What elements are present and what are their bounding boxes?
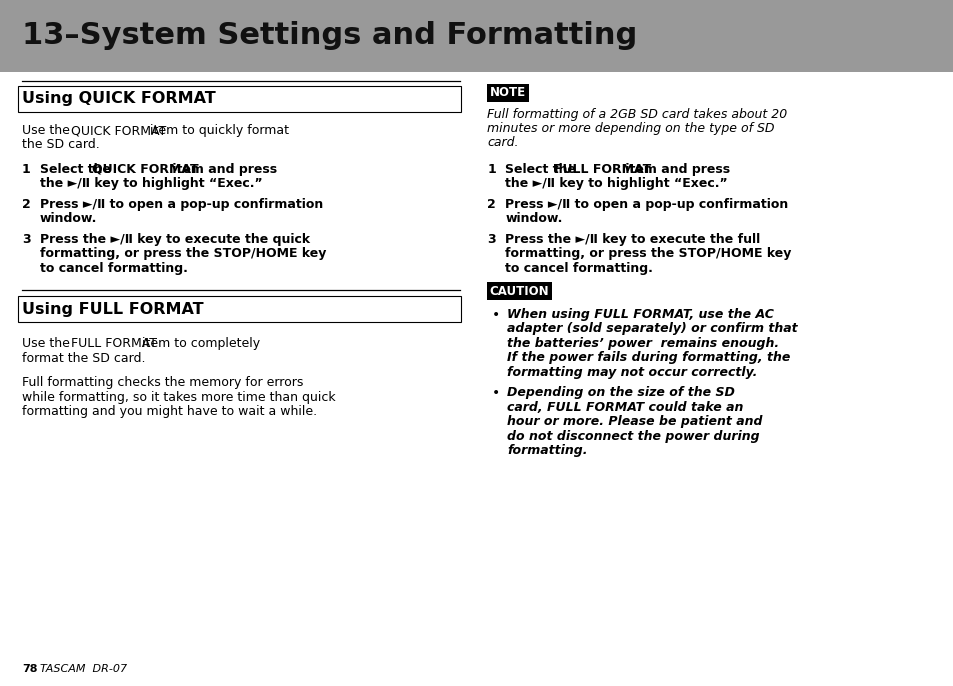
Text: Depending on the size of the SD: Depending on the size of the SD [507, 386, 734, 399]
Bar [18, 86, 460, 112]
Text: Press ►/Ⅱ to open a pop-up confirmation: Press ►/Ⅱ to open a pop-up confirmation [40, 198, 323, 211]
Text: FULL FORMAT: FULL FORMAT [554, 163, 651, 176]
Text: item to quickly format: item to quickly format [146, 124, 288, 137]
Text: hour or more. Please be patient and: hour or more. Please be patient and [507, 416, 761, 429]
Text: minutes or more depending on the type of SD: minutes or more depending on the type of… [487, 122, 774, 135]
Text: Select the: Select the [504, 163, 579, 176]
Text: the batteries’ power  remains enough.: the batteries’ power remains enough. [507, 337, 779, 350]
Text: format the SD card.: format the SD card. [22, 352, 146, 365]
Text: item and press: item and press [620, 163, 729, 176]
Bar [0, 0, 953, 72]
Text: Full formatting of a 2GB SD card takes about 20: Full formatting of a 2GB SD card takes a… [487, 108, 786, 121]
Text: 13–System Settings and Formatting: 13–System Settings and Formatting [22, 21, 637, 51]
Text: 3: 3 [487, 233, 496, 246]
Text: 3: 3 [22, 233, 30, 246]
Text: FULL FORMAT: FULL FORMAT [71, 338, 157, 351]
Text: CAUTION: CAUTION [489, 285, 549, 298]
Text: Full formatting checks the memory for errors: Full formatting checks the memory for er… [22, 377, 303, 390]
Text: When using FULL FORMAT, use the AC: When using FULL FORMAT, use the AC [507, 308, 773, 321]
Text: QUICK FORMAT: QUICK FORMAT [91, 163, 198, 176]
Text: Select the: Select the [40, 163, 115, 176]
Text: 2: 2 [487, 198, 496, 211]
Text: Using QUICK FORMAT: Using QUICK FORMAT [22, 91, 215, 106]
Text: formatting, or press the STOP/HOME key: formatting, or press the STOP/HOME key [504, 248, 791, 261]
Text: the SD card.: the SD card. [22, 139, 100, 152]
Text: adapter (sold separately) or confirm that: adapter (sold separately) or confirm tha… [507, 322, 797, 335]
Text: to cancel formatting.: to cancel formatting. [40, 262, 188, 275]
Bar [487, 283, 552, 300]
Text: window.: window. [40, 213, 97, 226]
Text: If the power fails during formatting, the: If the power fails during formatting, th… [507, 351, 790, 364]
Text: item and press: item and press [168, 163, 276, 176]
Text: while formatting, so it takes more time than quick: while formatting, so it takes more time … [22, 391, 335, 404]
Text: card, FULL FORMAT could take an: card, FULL FORMAT could take an [507, 401, 742, 414]
Text: 78: 78 [22, 664, 37, 674]
Text: the ►/Ⅱ key to highlight “Exec.”: the ►/Ⅱ key to highlight “Exec.” [504, 178, 727, 191]
Text: do not disconnect the power during: do not disconnect the power during [507, 430, 759, 443]
Text: Using FULL FORMAT: Using FULL FORMAT [22, 302, 203, 317]
Text: 2: 2 [22, 198, 30, 211]
Text: Press ►/Ⅱ to open a pop-up confirmation: Press ►/Ⅱ to open a pop-up confirmation [504, 198, 787, 211]
Text: NOTE: NOTE [490, 86, 526, 99]
Text: the ►/Ⅱ key to highlight “Exec.”: the ►/Ⅱ key to highlight “Exec.” [40, 178, 262, 191]
Text: 1: 1 [487, 163, 496, 176]
Text: Press the ►/Ⅱ key to execute the quick: Press the ►/Ⅱ key to execute the quick [40, 233, 310, 246]
Text: to cancel formatting.: to cancel formatting. [504, 262, 652, 275]
Text: formatting may not occur correctly.: formatting may not occur correctly. [507, 366, 757, 379]
Text: 1: 1 [22, 163, 30, 176]
Text: Use the: Use the [22, 124, 73, 137]
Bar [18, 296, 460, 322]
Text: •: • [492, 308, 499, 322]
Text: card.: card. [487, 137, 518, 150]
Text: Press the ►/Ⅱ key to execute the full: Press the ►/Ⅱ key to execute the full [504, 233, 760, 246]
Text: TASCAM  DR-07: TASCAM DR-07 [40, 664, 127, 674]
Text: formatting and you might have to wait a while.: formatting and you might have to wait a … [22, 405, 316, 418]
Bar [487, 84, 529, 102]
Text: formatting.: formatting. [507, 445, 587, 458]
Text: QUICK FORMAT: QUICK FORMAT [71, 124, 166, 137]
Text: •: • [492, 386, 499, 401]
Text: formatting, or press the STOP/HOME key: formatting, or press the STOP/HOME key [40, 248, 326, 261]
Text: item to completely: item to completely [138, 338, 260, 351]
Text: Use the: Use the [22, 338, 73, 351]
Text: window.: window. [504, 213, 562, 226]
